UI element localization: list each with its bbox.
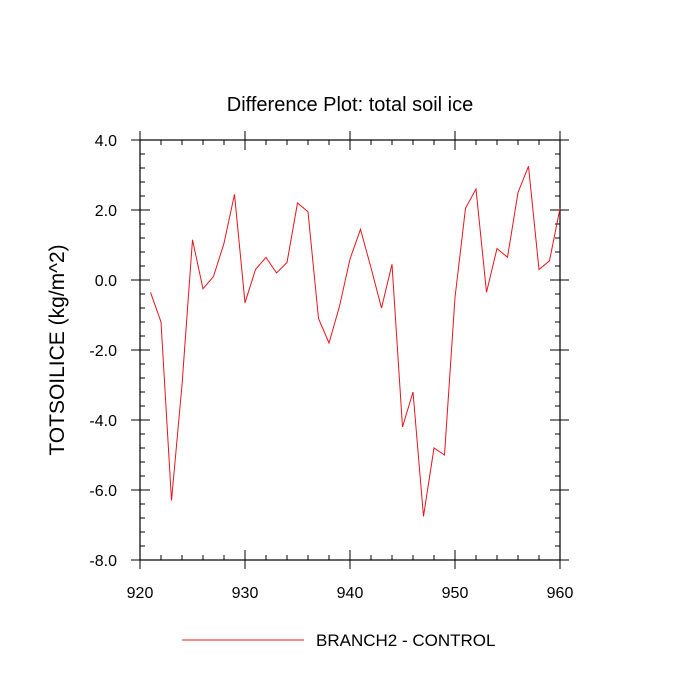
x-tick-label: 960 [547, 585, 574, 602]
x-tick-label: 950 [442, 585, 469, 602]
legend: BRANCH2 - CONTROL [182, 631, 495, 650]
y-tick-label: 0.0 [95, 273, 117, 290]
y-tick-label: 4.0 [95, 133, 117, 150]
plot-frame [139, 139, 561, 561]
x-tick-label: 930 [232, 585, 259, 602]
series-line [150, 166, 561, 517]
y-tick-label: -4.0 [89, 413, 117, 430]
y-tick-label: -8.0 [89, 553, 117, 570]
y-tick-label: -2.0 [89, 343, 117, 360]
data-series [150, 166, 561, 517]
y-axis-label: TOTSOILICE (kg/m^2) [46, 244, 69, 455]
y-tick-label: 2.0 [95, 203, 117, 220]
chart-title: Difference Plot: total soil ice [227, 94, 473, 116]
axis-tick-labels: 920 930 940 950 960 -8.0 -6.0 -4.0 -2.0 0.0 2.0 4.0 [89, 133, 573, 602]
x-tick-label: 940 [337, 585, 364, 602]
y-tick-label: -6.0 [89, 483, 117, 500]
legend-label: BRANCH2 - CONTROL [316, 631, 495, 650]
axis-ticks [131, 131, 569, 569]
x-tick-label: 920 [127, 585, 154, 602]
